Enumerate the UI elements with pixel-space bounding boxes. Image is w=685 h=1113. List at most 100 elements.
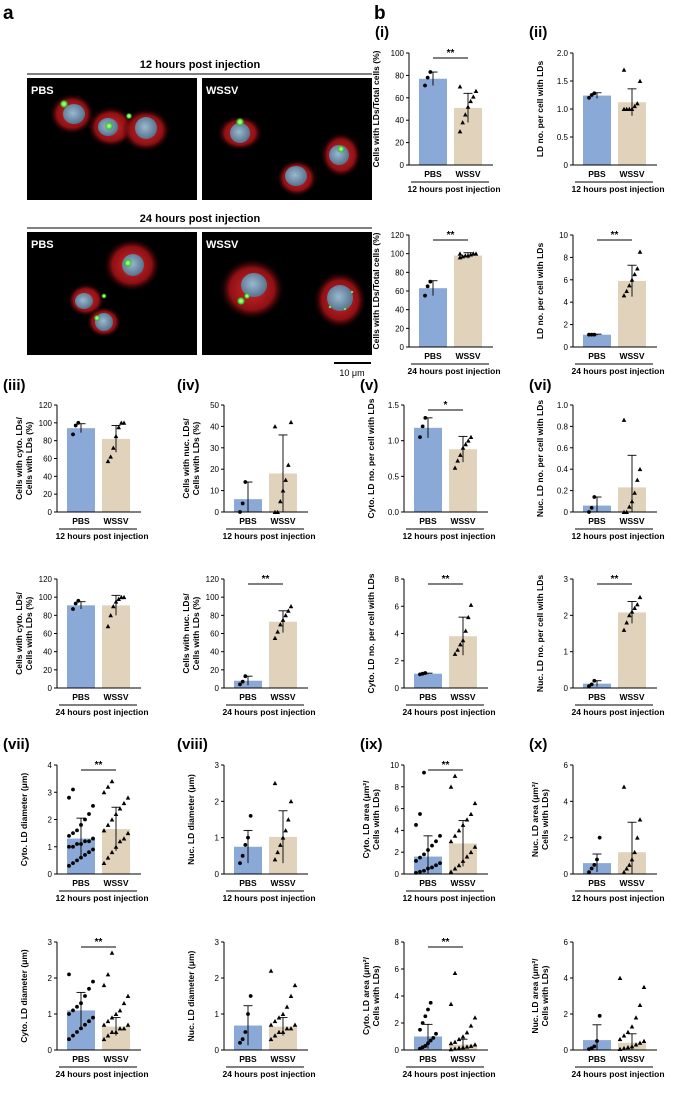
bar-iii-bot-wssv: [102, 605, 130, 688]
ytick-label-vii-top-2: 2: [48, 816, 53, 825]
ytick-label-x-top-0: 0: [564, 870, 569, 879]
xcat-vii-bot-1: WSSV: [103, 1054, 128, 1064]
point-x-bot-1-5: [637, 1040, 643, 1045]
point-ix-top-1-9: [456, 828, 462, 833]
point-ix-bot-1-12: [468, 1023, 474, 1028]
ytick-label-vii-top-4: 4: [48, 761, 53, 770]
point-iii-bot-1-6: [121, 594, 127, 600]
bar-iii-bot-pbs: [67, 605, 95, 688]
point-vii-top-0-1: [71, 861, 75, 865]
ylabel-iii-top: Cells with cyto. LDs/Cells with LDs (%): [14, 417, 34, 500]
point-v-top-1-3: [460, 445, 466, 450]
point-vii-bot-1-1: [105, 1033, 111, 1038]
point-viii-bot-0-3: [246, 1012, 250, 1016]
xcat-vi-top-0: PBS: [588, 516, 606, 526]
point-iii-top-0-1: [73, 423, 78, 428]
ytick-label-iii-top-1: 20: [43, 490, 52, 499]
point-x-bot-1-10: [629, 1024, 635, 1029]
micrograph-label-pbs-12h: PBS: [31, 85, 54, 97]
point-ii-bot-1-3: [629, 277, 635, 282]
point-ix-top-0-15: [418, 812, 422, 816]
ylabel-vi-bot: Nuc. LD no. per cell with LDs: [535, 575, 545, 692]
ytick-label-vi-bot-0: 0: [564, 684, 569, 693]
point-ix-top-1-0: [448, 869, 454, 874]
point-vii-bot-1-13: [125, 993, 131, 998]
point-x-bot-1-12: [637, 1002, 643, 1007]
xcat-iii-top-1: WSSV: [103, 516, 128, 526]
point-x-bot-1-14: [617, 975, 623, 980]
ylabel-iv-bot: Cells with nuc. LDs/Cells with LDs (%): [181, 593, 201, 674]
point-x-bot-1-3: [629, 1044, 635, 1049]
point-ix-top-0-6: [438, 861, 442, 865]
xcat-iii-bot-0: PBS: [72, 692, 90, 702]
bar-v-bot-pbs: [414, 673, 442, 688]
panel-label-iv-top: (iv): [177, 377, 200, 394]
point-iii-top-0-2: [76, 420, 81, 425]
ytick-label-v-bot-1: 2: [395, 657, 400, 666]
cells-pbs-24h: [68, 239, 160, 337]
point-viii-bot-1-1: [272, 1033, 278, 1038]
point-ii-top-1-5: [635, 101, 640, 106]
ytick-label-i-bot-5: 100: [391, 250, 405, 259]
ylabel-i-bot: Cells with LDs/Total cells (%): [371, 232, 381, 349]
condition-label-vii-top: 12 hours post injection: [55, 893, 148, 903]
ytick-label-v-bot-4: 8: [395, 575, 400, 584]
point-viii-top-1-5: [286, 817, 291, 822]
point-vii-top-0-0: [67, 863, 71, 868]
point-vii-bot-1-9: [109, 1015, 115, 1020]
point-x-bot-1-9: [625, 1029, 631, 1034]
point-vii-top-1-10: [113, 811, 119, 817]
point-viii-bot-0-0: [238, 1040, 242, 1045]
ytick-label-ix-top-1: 2: [395, 848, 400, 857]
point-v-bot-1-2: [458, 642, 463, 647]
point-iv-bot-1-0: [272, 635, 278, 640]
point-vii-top-0-12: [87, 839, 91, 844]
xcat-ix-bot-1: WSSV: [450, 1054, 475, 1064]
point-x-bot-1-13: [641, 984, 647, 989]
point-vii-bot-0-10: [79, 1001, 83, 1006]
bar-i-bot-wssv: [454, 255, 482, 347]
chart-v-bot: 0 2 4 6 8 PBS WSSV 24 hours post injection ** Cyt…: [366, 573, 496, 717]
chart-x-top: (x) 0 2 4 6 PBS WSSV 12 hours post injection Nuc…: [529, 736, 665, 903]
xcat-x-bot-0: PBS: [588, 1054, 606, 1064]
xcat-ii-top-1: WSSV: [619, 169, 644, 179]
ylabel-ix-bot: Cyto. LD area (μm²/Cells with LDs): [361, 956, 381, 1035]
point-v-bot-0-2: [423, 671, 428, 675]
ytick-label-iv-bot-4: 80: [210, 611, 219, 620]
ylabel-x-bot: Nuc. LD area (μm²/Cells with LDs): [530, 958, 550, 1034]
point-iii-top-1-0: [105, 458, 111, 464]
point-v-top-1-4: [463, 441, 468, 447]
point-ix-top-0-10: [426, 848, 430, 852]
point-vii-top-0-6: [91, 847, 95, 852]
cells-wssv-24h: [220, 259, 366, 328]
xcat-i-bot-0: PBS: [424, 351, 442, 361]
ytick-label-viii-bot-3: 3: [215, 938, 220, 947]
point-ix-top-1-14: [448, 784, 454, 789]
point-ix-bot-0-8: [420, 1021, 425, 1025]
point-ix-top-0-9: [422, 852, 426, 857]
ytick-label-i-bot-4: 80: [395, 268, 404, 277]
point-x-top-0-3: [595, 857, 599, 862]
panel-label-i-top: (i): [375, 24, 389, 41]
point-ix-top-1-10: [460, 822, 466, 827]
point-x-top-1-5: [635, 835, 640, 840]
sig-label-i-top: **: [447, 48, 455, 59]
point-vi-top-1-4: [632, 490, 637, 495]
point-ix-bot-1-9: [456, 1036, 462, 1042]
ytick-label-iv-top-3: 30: [210, 444, 219, 453]
ytick-label-v-bot-0: 0: [395, 684, 400, 693]
point-x-top-0-4: [597, 835, 602, 840]
point-ix-bot-1-14: [448, 1001, 454, 1007]
point-ix-top-1-8: [452, 833, 458, 838]
ytick-label-iv-top-5: 50: [210, 401, 219, 410]
point-vii-bot-0-4: [83, 1022, 87, 1027]
point-vi-bot-0-2: [592, 678, 597, 683]
point-vii-top-0-19: [87, 812, 91, 816]
point-vi-top-1-7: [621, 417, 627, 422]
point-x-top-0-2: [592, 863, 597, 867]
ytick-label-ii-bot-1: 2: [564, 321, 569, 330]
point-iii-bot-1-4: [116, 596, 121, 601]
point-vii-top-1-3: [113, 844, 119, 849]
point-v-top-1-6: [468, 434, 474, 440]
ytick-label-i-bot-3: 60: [395, 287, 404, 296]
